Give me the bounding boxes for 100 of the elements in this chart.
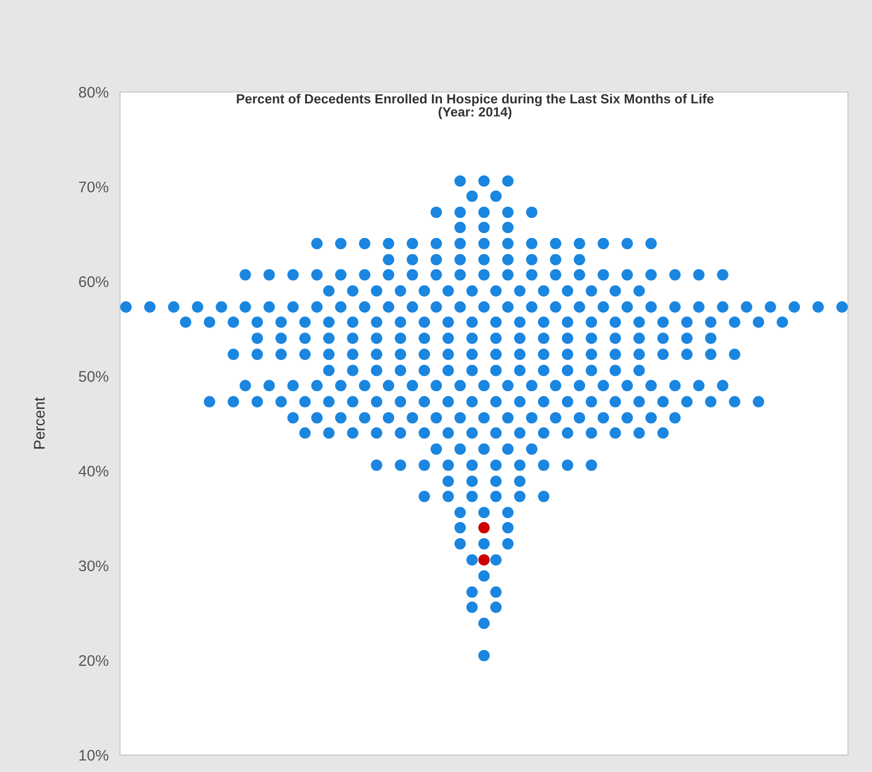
point (716, 269, 728, 280)
point (526, 380, 538, 392)
point (406, 301, 418, 313)
point (382, 254, 394, 266)
point (347, 427, 358, 439)
point (263, 269, 275, 280)
point (406, 269, 418, 280)
point (311, 301, 323, 313)
point (335, 412, 346, 424)
point (538, 316, 550, 328)
point (323, 427, 335, 439)
point (490, 490, 502, 502)
point (252, 332, 263, 344)
y-tick-label: 80% (78, 86, 108, 98)
point (382, 412, 394, 424)
point (490, 476, 502, 487)
point (622, 412, 633, 424)
y-tick-label: 30% (78, 560, 108, 572)
y-tick-label: 60% (79, 276, 108, 288)
point (478, 206, 490, 218)
point (502, 443, 514, 455)
point (502, 175, 514, 187)
point (168, 301, 180, 313)
point (645, 380, 657, 392)
point (382, 380, 394, 392)
y-tick-label: 20% (79, 655, 108, 666)
point (562, 316, 574, 328)
point (526, 443, 538, 455)
point (574, 238, 586, 250)
y-axis-title: Percent (34, 397, 45, 449)
point (442, 364, 454, 376)
point (526, 206, 538, 218)
point (538, 459, 550, 471)
point (598, 238, 610, 250)
point (454, 380, 466, 392)
point (550, 254, 562, 266)
point (466, 490, 478, 502)
point (454, 538, 466, 550)
point (633, 332, 645, 344)
point (526, 269, 538, 280)
point (370, 316, 382, 328)
point (358, 380, 370, 392)
point (454, 443, 466, 455)
point (562, 459, 574, 471)
point (442, 459, 454, 471)
point (335, 301, 346, 313)
point (598, 301, 610, 313)
point (418, 348, 430, 360)
point (466, 364, 478, 376)
point (514, 427, 526, 439)
point (526, 412, 538, 424)
point (836, 301, 848, 313)
point (622, 238, 633, 250)
point (490, 554, 502, 566)
point (478, 175, 490, 187)
point (657, 396, 669, 408)
point (382, 238, 394, 250)
point (466, 285, 478, 297)
point (622, 269, 633, 280)
point (311, 380, 323, 392)
point (180, 316, 192, 328)
point (454, 175, 466, 187)
point (204, 316, 216, 328)
point (347, 332, 358, 344)
point (538, 332, 550, 344)
point (287, 301, 299, 313)
point (490, 348, 502, 360)
point (478, 618, 490, 630)
point (610, 364, 621, 376)
point (144, 301, 156, 313)
point (550, 301, 562, 313)
point (394, 364, 406, 376)
point (323, 316, 335, 328)
point (574, 380, 586, 392)
point (430, 412, 442, 424)
point (275, 332, 287, 344)
point (240, 380, 252, 392)
point (514, 348, 526, 360)
point (514, 364, 526, 376)
point (394, 316, 406, 328)
point (406, 380, 418, 392)
point (705, 396, 716, 408)
point (394, 285, 406, 297)
point (478, 380, 490, 392)
point (633, 364, 645, 376)
point (502, 380, 514, 392)
point (586, 364, 598, 376)
point (454, 301, 466, 313)
point (478, 222, 490, 234)
point (323, 396, 335, 408)
point (586, 396, 598, 408)
point (633, 427, 645, 439)
point (418, 396, 430, 408)
point (478, 269, 490, 280)
point (490, 586, 502, 598)
point (752, 316, 764, 328)
point (394, 396, 406, 408)
point (502, 506, 514, 518)
point (776, 316, 788, 328)
point (430, 301, 442, 313)
